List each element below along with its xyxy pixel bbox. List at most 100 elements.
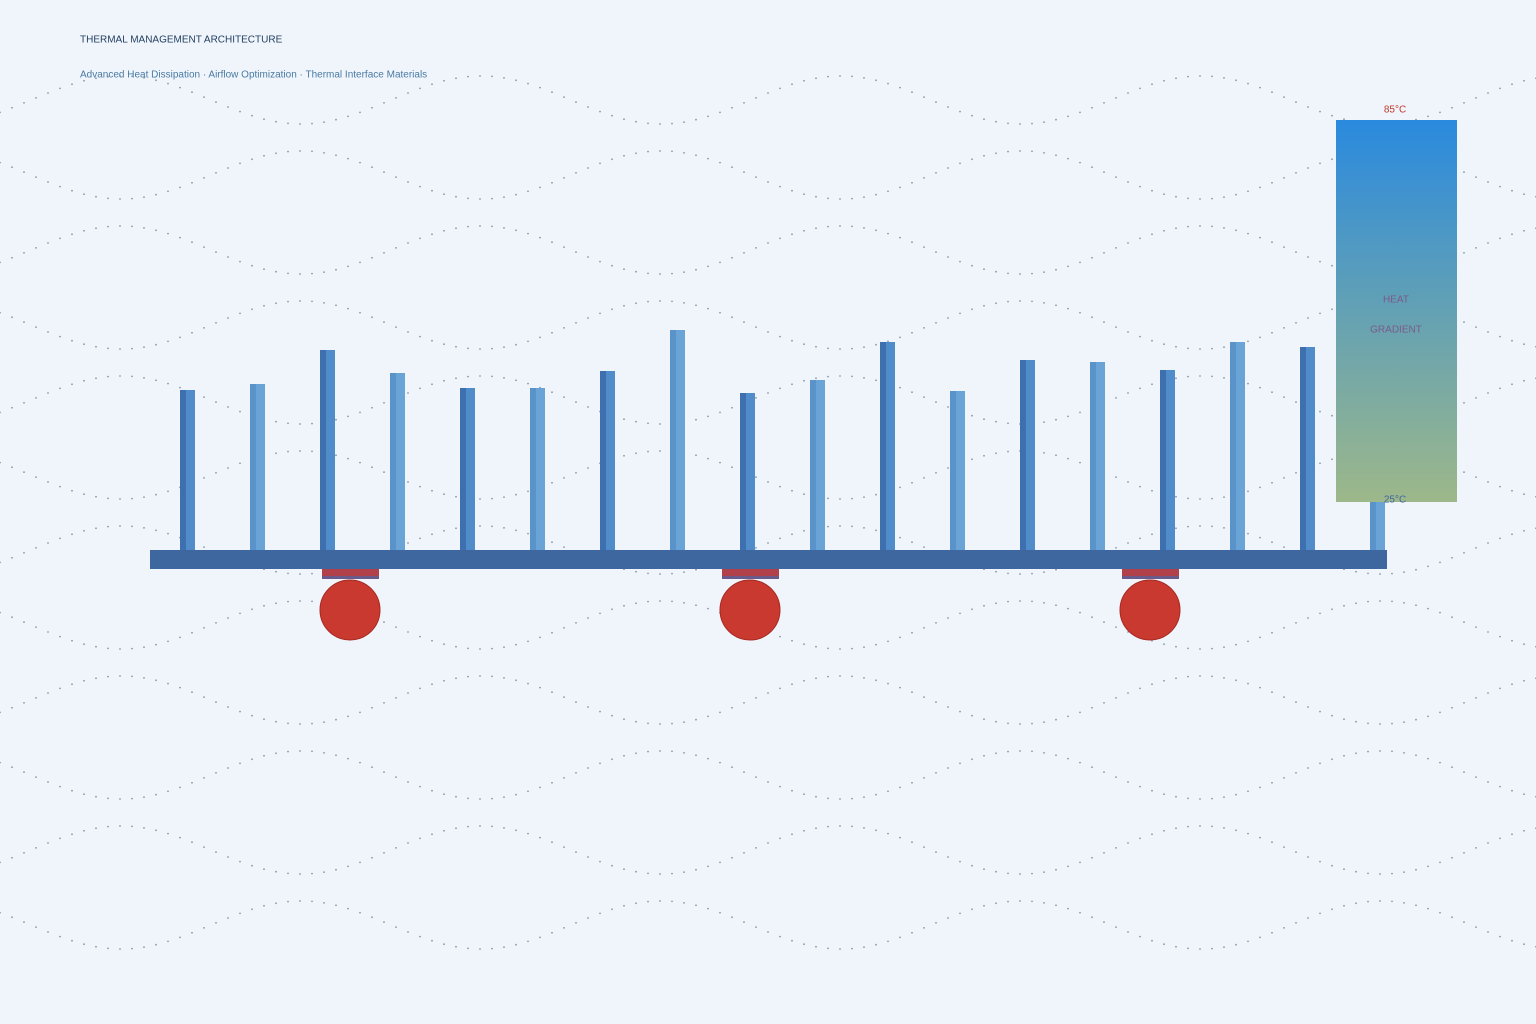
airflow-dot (599, 260, 601, 263)
airflow-dot (299, 573, 301, 575)
airflow-dot (863, 196, 865, 199)
airflow-dot (611, 714, 613, 717)
airflow-dot (1235, 679, 1237, 682)
airflow-dot (935, 851, 937, 853)
airflow-dot (1067, 457, 1069, 460)
airflow-dot (47, 931, 49, 933)
airflow-dot (1127, 92, 1129, 94)
airflow-dot (551, 691, 553, 694)
airflow-dot (935, 322, 937, 324)
airflow-dot (35, 176, 37, 179)
airflow-dot (83, 379, 85, 382)
airflow-dot (1355, 720, 1357, 723)
airflow-dot (1427, 565, 1429, 568)
airflow-dot (1115, 926, 1117, 928)
airflow-dot (1475, 476, 1477, 478)
airflow-dot (431, 189, 433, 192)
airflow-dot (887, 640, 889, 643)
airflow-dot (743, 921, 745, 923)
airflow-dot (1187, 197, 1189, 200)
airflow-dot (11, 856, 13, 859)
airflow-dot (131, 947, 133, 950)
airflow-dot (515, 679, 517, 682)
airflow-dot (431, 533, 433, 536)
airflow-dot (551, 481, 553, 484)
airflow-dot (1283, 246, 1285, 249)
airflow-dot (263, 904, 265, 907)
airflow-dot (1235, 943, 1237, 946)
airflow-dot (131, 347, 133, 350)
airflow-dot (107, 197, 109, 200)
airflow-dot (227, 706, 229, 708)
airflow-dot (1247, 532, 1249, 535)
airflow-dot (251, 908, 253, 911)
airflow-dot (875, 679, 877, 682)
airflow-dot (167, 490, 169, 493)
airflow-dot (515, 193, 517, 196)
airflow-dot (623, 304, 625, 307)
airflow-dot (635, 302, 637, 305)
airflow-dot (1451, 616, 1453, 619)
airflow-dot (923, 927, 925, 929)
airflow-dot (143, 527, 145, 529)
airflow-dot (299, 750, 301, 752)
airflow-dot (143, 646, 145, 648)
airflow-dot (731, 316, 733, 319)
airflow-dot (1031, 300, 1033, 303)
airflow-dot (659, 600, 661, 602)
airflow-dot (1055, 604, 1057, 607)
airflow-dot (743, 771, 745, 773)
fin-shade (460, 388, 466, 550)
airflow-dot (1499, 537, 1501, 540)
airflow-dot (923, 777, 925, 779)
airflow-dot (1463, 321, 1465, 323)
airflow-dot (611, 114, 613, 117)
airflow-dot (383, 252, 385, 254)
airflow-dot (335, 118, 337, 121)
airflow-dot (1319, 860, 1321, 863)
airflow-dot (995, 270, 997, 273)
airflow-dot (143, 677, 145, 679)
airflow-dot (1007, 422, 1009, 425)
airflow-dot (1331, 758, 1333, 761)
airflow-dot (611, 908, 613, 911)
airflow-dot (1487, 481, 1489, 483)
airflow-dot (23, 771, 25, 773)
airflow-dot (827, 197, 829, 200)
airflow-dot (575, 622, 577, 624)
airflow-dot (995, 902, 997, 905)
airflow-dot (143, 196, 145, 199)
airflow-dot (1007, 722, 1009, 725)
airflow-dot (1127, 181, 1129, 183)
airflow-dot (275, 270, 277, 273)
airflow-dot (1247, 682, 1249, 685)
airflow-dot (35, 247, 37, 249)
airflow-dot (227, 856, 229, 858)
airflow-dot (1043, 121, 1045, 123)
airflow-dot (443, 229, 445, 232)
airflow-dot (539, 936, 541, 939)
airflow-dot (1259, 636, 1261, 639)
airflow-dot (1211, 375, 1213, 378)
airflow-dot (923, 546, 925, 548)
airflow-dot (1499, 87, 1501, 90)
airflow-dot (1319, 762, 1321, 765)
airflow-dot (959, 162, 961, 165)
airflow-dot (563, 396, 565, 398)
airflow-dot (815, 795, 817, 798)
airflow-dot (0, 261, 1, 264)
airflow-dot (1211, 647, 1213, 650)
airflow-dot (1391, 750, 1393, 753)
airflow-dot (227, 467, 229, 469)
airflow-dot (827, 225, 829, 228)
airflow-dot (959, 762, 961, 765)
subtitle: Advanced Heat Dissipation · Airflow Opti… (80, 70, 427, 81)
airflow-dot (275, 152, 277, 155)
airflow-dot (1307, 706, 1309, 708)
airflow-dot (1031, 722, 1033, 725)
airflow-dot (695, 454, 697, 457)
airflow-dot (1139, 537, 1141, 540)
airflow-dot (299, 600, 301, 602)
airflow-dot (275, 602, 277, 605)
airflow-dot (1499, 485, 1501, 488)
